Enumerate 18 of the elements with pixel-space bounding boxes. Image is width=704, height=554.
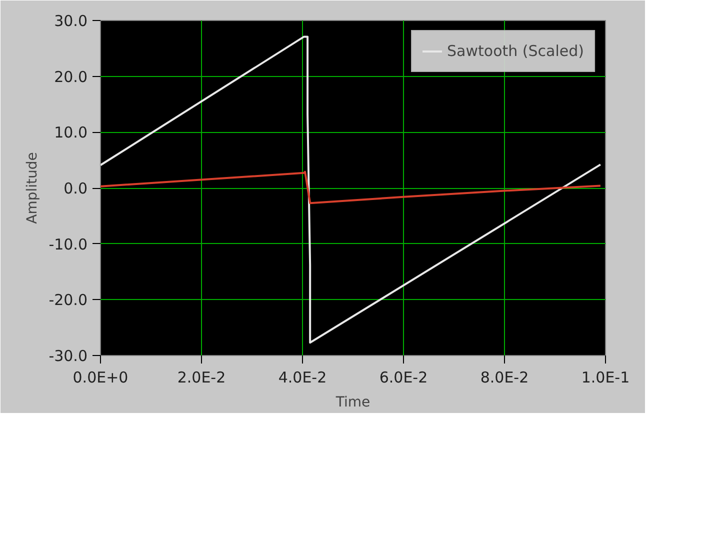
y-tick-label: -20.0 [48, 291, 88, 310]
y-tick-label: -10.0 [48, 235, 88, 254]
y-tick-label: 20.0 [54, 68, 88, 86]
x-tick-label: 2.0E-2 [177, 368, 226, 386]
x-tick-label: 1.0E-1 [581, 368, 630, 386]
y-tick-label: 10.0 [54, 124, 88, 142]
line-series [100, 170, 602, 204]
x-axis-title: Time [334, 394, 370, 410]
y-tick-label: 30.0 [54, 12, 88, 30]
line-series [100, 36, 602, 344]
x-tick-label: 0.0E+0 [72, 368, 128, 386]
y-tick-label: -30.0 [48, 347, 88, 365]
legend-label: Sawtooth (Scaled) [447, 42, 584, 60]
x-tick-label: 8.0E-2 [480, 368, 529, 386]
y-tick-label: 0.0 [64, 180, 88, 198]
x-tick-label: 6.0E-2 [379, 368, 428, 386]
y-axis-title: Amplitude [24, 152, 41, 224]
x-tick-label: 4.0E-2 [278, 368, 327, 386]
